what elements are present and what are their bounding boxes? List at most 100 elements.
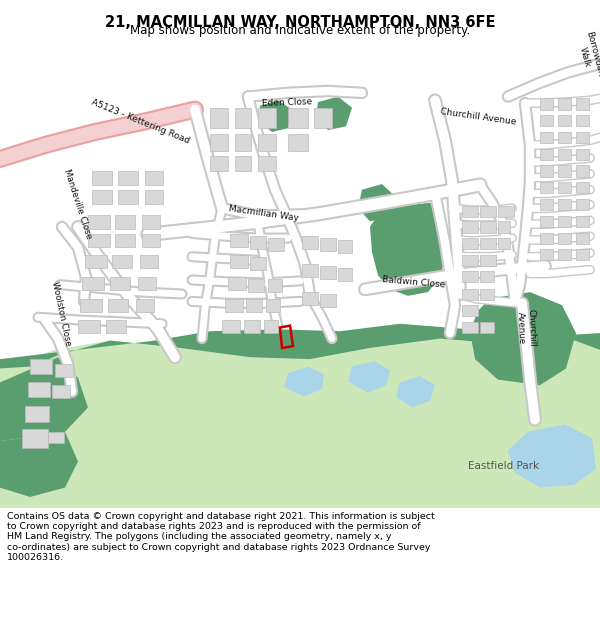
- Polygon shape: [142, 234, 160, 248]
- Polygon shape: [480, 238, 496, 249]
- Text: A5123 - Kettering Road: A5123 - Kettering Road: [90, 98, 191, 145]
- Polygon shape: [348, 361, 390, 392]
- Polygon shape: [258, 134, 276, 151]
- Polygon shape: [115, 215, 135, 229]
- Polygon shape: [230, 255, 248, 268]
- Polygon shape: [48, 432, 64, 443]
- Polygon shape: [558, 216, 571, 227]
- Polygon shape: [235, 134, 251, 151]
- Polygon shape: [106, 320, 126, 333]
- Polygon shape: [92, 189, 112, 204]
- Polygon shape: [136, 299, 154, 312]
- Polygon shape: [540, 132, 553, 143]
- Polygon shape: [558, 166, 571, 177]
- Polygon shape: [558, 115, 571, 126]
- Polygon shape: [288, 107, 308, 128]
- Polygon shape: [302, 264, 318, 278]
- Polygon shape: [576, 249, 589, 261]
- Polygon shape: [576, 149, 589, 160]
- Polygon shape: [88, 234, 110, 248]
- Text: Mandeville Close: Mandeville Close: [62, 168, 93, 240]
- Text: Churchill
Avenue: Churchill Avenue: [515, 309, 536, 347]
- Polygon shape: [250, 257, 266, 270]
- Polygon shape: [222, 320, 240, 333]
- Polygon shape: [115, 234, 135, 248]
- Polygon shape: [374, 221, 412, 259]
- Polygon shape: [30, 359, 52, 374]
- Polygon shape: [498, 238, 510, 249]
- Text: Churchill⁠ Avenue: Churchill⁠ Avenue: [440, 107, 517, 126]
- Polygon shape: [540, 199, 553, 210]
- Polygon shape: [230, 234, 248, 248]
- Text: Map shows position and indicative extent of the property.: Map shows position and indicative extent…: [130, 24, 470, 38]
- Polygon shape: [140, 255, 158, 268]
- Polygon shape: [288, 134, 308, 151]
- Polygon shape: [55, 364, 73, 377]
- Polygon shape: [396, 376, 435, 408]
- Polygon shape: [110, 278, 130, 290]
- Polygon shape: [480, 221, 496, 232]
- Polygon shape: [470, 292, 576, 385]
- Polygon shape: [0, 357, 88, 441]
- Polygon shape: [284, 367, 324, 396]
- Polygon shape: [480, 322, 494, 333]
- Polygon shape: [462, 322, 478, 333]
- Polygon shape: [22, 429, 48, 448]
- Polygon shape: [558, 249, 571, 261]
- Polygon shape: [112, 255, 132, 268]
- Polygon shape: [268, 279, 282, 292]
- Polygon shape: [25, 406, 49, 422]
- Text: Eastfield Park: Eastfield Park: [468, 461, 539, 471]
- Polygon shape: [358, 184, 395, 221]
- Polygon shape: [480, 271, 494, 282]
- Polygon shape: [462, 206, 478, 217]
- Polygon shape: [558, 149, 571, 160]
- Polygon shape: [338, 268, 352, 281]
- Polygon shape: [85, 255, 107, 268]
- Polygon shape: [540, 182, 553, 193]
- Polygon shape: [82, 278, 104, 290]
- Text: Woolston Close: Woolston Close: [50, 281, 73, 347]
- Polygon shape: [462, 289, 478, 301]
- Polygon shape: [0, 339, 600, 508]
- Polygon shape: [145, 171, 163, 185]
- Polygon shape: [235, 156, 251, 171]
- Polygon shape: [264, 320, 278, 333]
- Polygon shape: [302, 292, 318, 305]
- Polygon shape: [558, 232, 571, 244]
- Text: 21, MACMILLAN WAY, NORTHAMPTON, NN3 6FE: 21, MACMILLAN WAY, NORTHAMPTON, NN3 6FE: [105, 14, 495, 29]
- Polygon shape: [142, 215, 160, 229]
- Polygon shape: [540, 98, 553, 109]
- Polygon shape: [138, 278, 156, 290]
- Polygon shape: [246, 299, 262, 312]
- Polygon shape: [558, 98, 571, 109]
- Polygon shape: [462, 221, 478, 232]
- Polygon shape: [462, 238, 478, 249]
- Polygon shape: [108, 299, 128, 312]
- Polygon shape: [235, 107, 251, 128]
- Polygon shape: [258, 156, 276, 171]
- Polygon shape: [540, 166, 553, 177]
- Polygon shape: [210, 156, 228, 171]
- Polygon shape: [462, 271, 478, 282]
- Polygon shape: [210, 107, 228, 128]
- Polygon shape: [0, 432, 78, 497]
- Polygon shape: [314, 107, 332, 128]
- Polygon shape: [244, 320, 260, 333]
- Polygon shape: [480, 289, 494, 301]
- Polygon shape: [28, 382, 50, 398]
- Polygon shape: [80, 299, 102, 312]
- Polygon shape: [78, 320, 100, 333]
- Polygon shape: [540, 115, 553, 126]
- Polygon shape: [462, 255, 478, 266]
- Polygon shape: [498, 206, 514, 217]
- Polygon shape: [210, 134, 228, 151]
- Text: Borrowdale
Walk: Borrowdale Walk: [574, 30, 600, 82]
- Polygon shape: [92, 171, 112, 185]
- Polygon shape: [576, 182, 589, 193]
- Polygon shape: [302, 236, 318, 249]
- Polygon shape: [266, 299, 280, 312]
- Polygon shape: [88, 215, 110, 229]
- Polygon shape: [338, 240, 352, 253]
- Polygon shape: [320, 238, 336, 251]
